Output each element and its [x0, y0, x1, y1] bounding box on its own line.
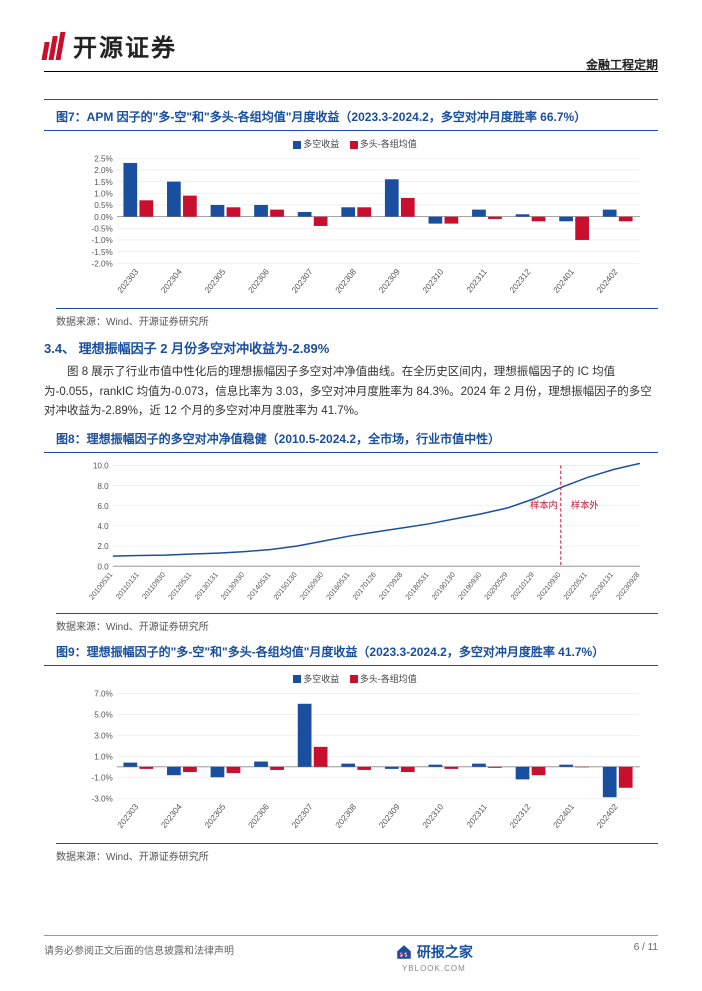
- legend-label: 多空收益: [303, 139, 339, 149]
- figure9-title: 图9：理想振幅因子的"多-空"和"多头-各组均值"月度收益（2023.3-202…: [44, 643, 658, 661]
- figure-rule: [44, 665, 658, 666]
- svg-text:10.0: 10.0: [93, 460, 109, 470]
- footer-disclaimer: 请务必参阅正文后面的信息披露和法律声明: [44, 942, 234, 957]
- svg-text:202304: 202304: [159, 801, 184, 830]
- svg-text:202303: 202303: [115, 801, 140, 830]
- svg-text:202307: 202307: [290, 801, 315, 830]
- figure8-source: 数据来源：Wind、开源证券研究所: [56, 613, 658, 633]
- svg-text:2.5%: 2.5%: [94, 154, 113, 164]
- svg-text:-2.0%: -2.0%: [91, 258, 113, 268]
- svg-text:20140531: 20140531: [245, 570, 272, 601]
- svg-text:0.0%: 0.0%: [94, 212, 113, 222]
- svg-text:5.0%: 5.0%: [94, 709, 113, 719]
- svg-text:-3.0%: -3.0%: [91, 793, 113, 803]
- figure8-chart: 0.0 2.0 4.0 6.0 8.0 10.0 样本内 样本外 201005312011013…: [74, 459, 646, 609]
- figure7-title: 图7：APM 因子的"多-空"和"多头-各组均值"月度收益（2023.3-202…: [44, 108, 658, 126]
- footer-brand-sub: YBLOOK.COM: [234, 964, 634, 973]
- svg-text:20210129: 20210129: [509, 570, 536, 601]
- page-footer: 请务必参阅正文后面的信息披露和法律声明 研报之家 YBLOOK.COM 6 / …: [44, 935, 658, 973]
- section-heading: 3.4、 理想振幅因子 2 月份多空对冲收益为-2.89%: [44, 338, 658, 357]
- svg-text:1.5%: 1.5%: [94, 177, 113, 187]
- svg-text:2.0%: 2.0%: [94, 165, 113, 175]
- header-accent-rule: [44, 99, 658, 100]
- svg-text:-1.0%: -1.0%: [91, 772, 113, 782]
- svg-text:202309: 202309: [377, 266, 402, 295]
- svg-text:2.0: 2.0: [97, 541, 109, 551]
- svg-text:-0.5%: -0.5%: [91, 223, 113, 233]
- svg-text:0.5%: 0.5%: [94, 200, 113, 210]
- svg-text:20230928: 20230928: [614, 570, 641, 601]
- footer-brand: 研报之家: [417, 942, 473, 962]
- svg-text:6.0: 6.0: [97, 500, 109, 510]
- svg-text:1.0%: 1.0%: [94, 188, 113, 198]
- svg-text:样本内: 样本内: [530, 499, 558, 510]
- svg-text:20170126: 20170126: [351, 570, 378, 601]
- figure-rule: [44, 130, 658, 131]
- legend-label: 多空收益: [303, 674, 339, 684]
- figure-rule: [44, 452, 658, 453]
- svg-text:202311: 202311: [464, 801, 489, 829]
- svg-text:20110131: 20110131: [114, 570, 141, 601]
- svg-text:202312: 202312: [507, 801, 532, 830]
- svg-text:202312: 202312: [507, 266, 532, 295]
- svg-text:20150930: 20150930: [298, 570, 325, 601]
- svg-text:4.0: 4.0: [97, 521, 109, 531]
- svg-text:202309: 202309: [377, 801, 402, 830]
- figure8-title: 图8：理想振幅因子的多空对冲净值稳健（2010.5-2024.2，全市场，行业市…: [44, 430, 658, 448]
- svg-text:202308: 202308: [333, 801, 358, 830]
- yblook-logo-icon: [395, 943, 413, 961]
- svg-text:202401: 202401: [551, 801, 576, 830]
- svg-text:202401: 202401: [551, 266, 576, 295]
- svg-text:20230131: 20230131: [588, 570, 615, 601]
- figure7-chart: -2.0%-1.5% -1.0% -0.5%0.0% 0.5% 1.0%1.5% 2.0%…: [74, 154, 646, 304]
- svg-text:20220531: 20220531: [562, 570, 589, 601]
- svg-text:202303: 202303: [115, 266, 140, 295]
- svg-text:202305: 202305: [202, 801, 227, 830]
- svg-text:20160531: 20160531: [324, 570, 351, 601]
- svg-text:20190930: 20190930: [456, 570, 483, 601]
- figure9-chart: -3.0% -1.0% 1.0% 3.0% 5.0% 7.0% 202303 202304 20…: [74, 689, 646, 839]
- brand-name: 开源证券: [73, 28, 177, 63]
- svg-text:202311: 202311: [464, 266, 489, 294]
- figure7-legend: 多空收益 多头-各组均值: [44, 137, 658, 150]
- svg-text:202305: 202305: [202, 266, 227, 295]
- svg-text:-1.0%: -1.0%: [91, 235, 113, 245]
- svg-text:202308: 202308: [333, 266, 358, 295]
- svg-text:20110930: 20110930: [140, 570, 167, 601]
- svg-text:202306: 202306: [246, 266, 271, 295]
- svg-text:3.0%: 3.0%: [94, 730, 113, 740]
- svg-text:202402: 202402: [595, 266, 620, 295]
- svg-text:202304: 202304: [159, 266, 184, 295]
- svg-text:20130930: 20130930: [219, 570, 246, 601]
- svg-text:202307: 202307: [290, 266, 315, 295]
- svg-text:20100531: 20100531: [87, 570, 114, 601]
- svg-text:样本外: 样本外: [571, 499, 599, 510]
- legend-label: 多头-各组均值: [360, 139, 417, 149]
- page-number: 6 / 11: [634, 942, 658, 953]
- svg-text:-1.5%: -1.5%: [91, 247, 113, 257]
- figure7-source: 数据来源：Wind、开源证券研究所: [56, 308, 658, 328]
- svg-text:202310: 202310: [420, 266, 445, 295]
- legend-label: 多头-各组均值: [360, 674, 417, 684]
- svg-text:20200529: 20200529: [482, 570, 509, 601]
- svg-text:20130131: 20130131: [193, 570, 220, 601]
- svg-text:202306: 202306: [246, 801, 271, 830]
- svg-text:7.0%: 7.0%: [94, 689, 113, 699]
- svg-text:20210930: 20210930: [535, 570, 562, 601]
- svg-text:20170928: 20170928: [377, 570, 404, 601]
- svg-text:20120531: 20120531: [166, 570, 193, 601]
- svg-text:202310: 202310: [420, 801, 445, 830]
- figure9-legend: 多空收益 多头-各组均值: [44, 672, 658, 685]
- svg-text:20150130: 20150130: [272, 570, 299, 601]
- svg-text:8.0: 8.0: [97, 480, 109, 490]
- svg-text:20190130: 20190130: [430, 570, 457, 601]
- svg-text:1.0%: 1.0%: [94, 751, 113, 761]
- svg-text:0.0: 0.0: [97, 561, 109, 571]
- figure9-source: 数据来源：Wind、开源证券研究所: [56, 843, 658, 863]
- section-paragraph: 图 8 展示了行业市值中性化后的理想振幅因子多空对冲净值曲线。在全历史区间内，理…: [44, 363, 658, 422]
- svg-text:20180531: 20180531: [403, 570, 430, 601]
- svg-text:202402: 202402: [595, 801, 620, 830]
